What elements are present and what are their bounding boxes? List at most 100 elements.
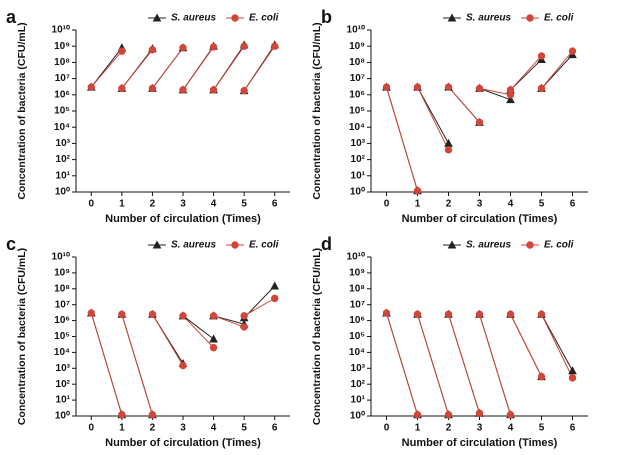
x-axis-label: Number of circulation (Times) bbox=[105, 437, 261, 449]
marker bbox=[271, 294, 279, 303]
x-tick-label: 6 bbox=[272, 423, 278, 434]
marker bbox=[87, 309, 95, 317]
marker bbox=[475, 310, 484, 318]
y-tick-label: 10¹⁰ bbox=[347, 252, 365, 263]
marker bbox=[231, 14, 239, 22]
y-tick-label: 10⁴ bbox=[349, 122, 365, 133]
marker bbox=[209, 43, 218, 51]
x-tick-label: 5 bbox=[241, 199, 247, 210]
legend-label: S. aureus bbox=[466, 240, 511, 251]
marker bbox=[148, 411, 157, 419]
marker bbox=[148, 310, 157, 318]
y-tick-label: 10⁷ bbox=[350, 73, 365, 84]
y-tick-label: 10⁸ bbox=[54, 57, 70, 68]
y-tick-label: 10¹ bbox=[351, 395, 366, 406]
y-tick-label: 10¹⁰ bbox=[52, 252, 70, 263]
y-tick-label: 10⁴ bbox=[349, 347, 365, 358]
marker bbox=[413, 187, 422, 195]
y-tick-label: 10⁶ bbox=[349, 315, 365, 326]
x-tick-label: 4 bbox=[211, 199, 217, 210]
marker bbox=[87, 83, 95, 91]
marker bbox=[179, 312, 187, 320]
x-tick-label: 3 bbox=[180, 199, 186, 210]
x-tick-label: 4 bbox=[508, 199, 514, 210]
marker bbox=[568, 47, 577, 55]
panel-label: d bbox=[321, 234, 332, 254]
y-tick-label: 10⁰ bbox=[350, 411, 365, 422]
marker bbox=[118, 84, 126, 93]
marker bbox=[179, 86, 187, 94]
marker bbox=[413, 310, 422, 318]
y-tick-label: 10⁰ bbox=[55, 187, 70, 198]
marker bbox=[537, 310, 546, 318]
y-axis-label: Concentration of bacteria (CFU/mL) bbox=[16, 22, 28, 199]
y-tick-label: 10⁸ bbox=[54, 283, 70, 294]
y-tick-label: 10⁸ bbox=[349, 283, 365, 294]
marker bbox=[413, 83, 422, 91]
marker bbox=[240, 323, 248, 331]
y-tick-label: 10³ bbox=[351, 363, 366, 374]
y-tick-label: 10¹⁰ bbox=[52, 25, 70, 36]
x-tick-label: 2 bbox=[150, 199, 156, 210]
y-axis-label: Concentration of bacteria (CFU/mL) bbox=[311, 248, 323, 425]
y-tick-label: 10² bbox=[56, 154, 71, 165]
marker bbox=[506, 86, 515, 94]
panel-label: b bbox=[321, 7, 332, 27]
y-tick-label: 10⁹ bbox=[349, 41, 365, 52]
marker bbox=[118, 47, 126, 55]
y-tick-label: 10⁹ bbox=[54, 268, 70, 279]
marker bbox=[271, 42, 279, 50]
x-tick-label: 4 bbox=[211, 423, 217, 434]
x-tick-label: 2 bbox=[446, 199, 452, 210]
y-tick-label: 10⁹ bbox=[54, 41, 70, 52]
y-tick-label: 10⁴ bbox=[54, 347, 70, 358]
marker bbox=[447, 240, 457, 249]
marker bbox=[118, 411, 126, 419]
marker bbox=[444, 138, 453, 147]
y-tick-label: 10⁰ bbox=[350, 187, 365, 198]
y-tick-label: 10² bbox=[351, 379, 366, 390]
y-tick-label: 10⁵ bbox=[54, 106, 70, 117]
marker bbox=[240, 312, 248, 320]
marker bbox=[209, 86, 218, 94]
y-tick-label: 10⁷ bbox=[350, 299, 365, 310]
y-tick-label: 10⁶ bbox=[54, 89, 70, 100]
y-tick-label: 10² bbox=[56, 379, 71, 390]
marker bbox=[148, 46, 157, 54]
x-tick-label: 3 bbox=[180, 423, 186, 434]
y-tick-label: 10¹ bbox=[56, 395, 71, 406]
x-axis-label: Number of circulation (Times) bbox=[402, 437, 558, 449]
x-tick-label: 6 bbox=[272, 199, 278, 210]
y-axis-label: Concentration of bacteria (CFU/mL) bbox=[16, 248, 28, 425]
x-axis-label: Number of circulation (Times) bbox=[105, 213, 261, 225]
x-tick-label: 0 bbox=[384, 199, 390, 210]
series-line bbox=[90, 285, 276, 415]
marker bbox=[152, 240, 162, 249]
x-tick-label: 5 bbox=[539, 199, 545, 210]
y-axis-label: Concentration of bacteria (CFU/mL) bbox=[311, 22, 323, 199]
x-tick-label: 3 bbox=[477, 199, 483, 210]
marker bbox=[413, 411, 422, 419]
marker bbox=[444, 310, 453, 318]
marker bbox=[475, 118, 484, 127]
panel-label: a bbox=[6, 7, 17, 27]
marker bbox=[526, 14, 534, 22]
x-tick-label: 1 bbox=[415, 423, 421, 434]
marker bbox=[209, 343, 218, 352]
y-tick-label: 10⁹ bbox=[349, 268, 365, 279]
y-tick-label: 10¹ bbox=[56, 170, 71, 181]
x-tick-label: 3 bbox=[477, 423, 483, 434]
x-tick-label: 6 bbox=[570, 423, 576, 434]
legend-label: S. aureus bbox=[466, 13, 511, 24]
legend-label: E. coli bbox=[249, 240, 279, 251]
x-tick-label: 1 bbox=[119, 423, 125, 434]
y-tick-label: 10³ bbox=[56, 138, 71, 149]
x-tick-label: 2 bbox=[150, 423, 156, 434]
y-tick-label: 10⁴ bbox=[54, 122, 70, 133]
marker bbox=[506, 411, 515, 419]
marker bbox=[537, 84, 546, 93]
marker bbox=[152, 13, 162, 22]
y-tick-label: 10³ bbox=[351, 138, 366, 149]
